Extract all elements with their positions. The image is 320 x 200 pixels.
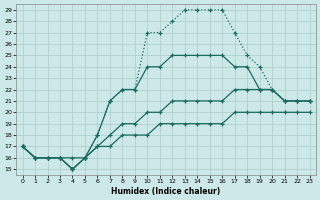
X-axis label: Humidex (Indice chaleur): Humidex (Indice chaleur)	[111, 187, 221, 196]
